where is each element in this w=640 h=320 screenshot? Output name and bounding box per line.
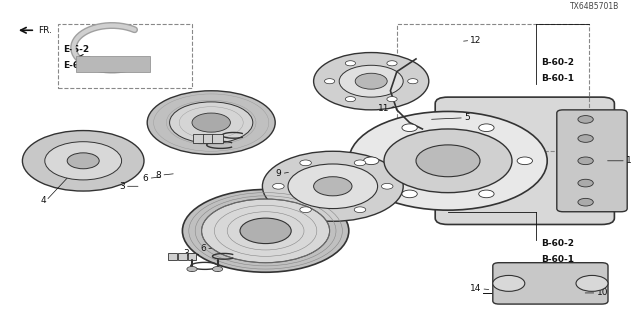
Circle shape bbox=[300, 207, 311, 212]
Circle shape bbox=[402, 190, 417, 198]
Bar bbox=[397, 24, 589, 151]
Text: FR.: FR. bbox=[38, 26, 52, 35]
Circle shape bbox=[416, 145, 480, 177]
Text: 9: 9 bbox=[276, 169, 282, 178]
Text: B-60-2: B-60-2 bbox=[541, 239, 574, 248]
Circle shape bbox=[578, 198, 593, 206]
Circle shape bbox=[300, 160, 312, 166]
Circle shape bbox=[578, 157, 593, 164]
Text: 3: 3 bbox=[183, 249, 189, 258]
Text: 7: 7 bbox=[349, 190, 355, 199]
Text: 3: 3 bbox=[119, 182, 125, 191]
FancyBboxPatch shape bbox=[493, 263, 608, 304]
Text: 1: 1 bbox=[626, 156, 632, 165]
Text: 6: 6 bbox=[200, 244, 206, 253]
Text: E-6-2: E-6-2 bbox=[63, 45, 89, 54]
Circle shape bbox=[479, 124, 494, 132]
Circle shape bbox=[67, 153, 99, 169]
Circle shape bbox=[240, 218, 291, 244]
Circle shape bbox=[381, 183, 393, 189]
Circle shape bbox=[346, 61, 356, 66]
Circle shape bbox=[364, 157, 379, 164]
Text: B-60-2: B-60-2 bbox=[541, 58, 574, 67]
Text: B-60-1: B-60-1 bbox=[541, 255, 574, 264]
Text: 12: 12 bbox=[470, 36, 482, 45]
Text: 5: 5 bbox=[464, 113, 470, 122]
Bar bbox=[178, 252, 187, 260]
Circle shape bbox=[212, 267, 223, 272]
Circle shape bbox=[288, 164, 378, 209]
Text: 6: 6 bbox=[143, 174, 148, 183]
FancyBboxPatch shape bbox=[557, 110, 627, 212]
Circle shape bbox=[192, 113, 230, 132]
Circle shape bbox=[349, 111, 547, 210]
Circle shape bbox=[187, 267, 197, 272]
Text: 4: 4 bbox=[40, 196, 46, 205]
Bar bbox=[76, 56, 150, 72]
Circle shape bbox=[273, 183, 284, 189]
Circle shape bbox=[387, 97, 397, 102]
Circle shape bbox=[202, 199, 330, 263]
Bar bbox=[188, 252, 196, 260]
Circle shape bbox=[355, 160, 366, 166]
Circle shape bbox=[402, 124, 417, 132]
Circle shape bbox=[355, 73, 387, 89]
Bar bbox=[193, 134, 204, 143]
Text: 10: 10 bbox=[596, 288, 608, 297]
Bar bbox=[203, 134, 213, 143]
Circle shape bbox=[170, 102, 253, 143]
Circle shape bbox=[578, 179, 593, 187]
Circle shape bbox=[517, 157, 532, 164]
Bar bbox=[212, 134, 223, 143]
Circle shape bbox=[314, 177, 352, 196]
Circle shape bbox=[576, 276, 608, 291]
Circle shape bbox=[578, 116, 593, 123]
Circle shape bbox=[324, 79, 335, 84]
Text: 8: 8 bbox=[209, 237, 214, 246]
Circle shape bbox=[22, 131, 144, 191]
FancyBboxPatch shape bbox=[435, 97, 614, 225]
Circle shape bbox=[262, 151, 403, 221]
Circle shape bbox=[479, 190, 494, 198]
Circle shape bbox=[387, 61, 397, 66]
Text: 14: 14 bbox=[470, 284, 481, 293]
Text: TX64B5701B: TX64B5701B bbox=[570, 2, 620, 11]
Circle shape bbox=[578, 135, 593, 142]
Text: 11: 11 bbox=[378, 104, 389, 113]
Circle shape bbox=[182, 189, 349, 272]
Text: E-6-1: E-6-1 bbox=[63, 61, 89, 70]
Circle shape bbox=[339, 65, 403, 97]
Circle shape bbox=[345, 97, 356, 102]
Text: B-60-1: B-60-1 bbox=[541, 74, 574, 83]
Circle shape bbox=[408, 79, 418, 84]
Bar bbox=[58, 24, 192, 88]
Circle shape bbox=[45, 142, 122, 180]
Circle shape bbox=[493, 276, 525, 291]
Circle shape bbox=[147, 91, 275, 155]
Text: 2: 2 bbox=[241, 218, 246, 228]
Circle shape bbox=[314, 52, 429, 110]
Bar bbox=[168, 252, 177, 260]
Text: 8: 8 bbox=[156, 171, 161, 180]
Circle shape bbox=[355, 207, 366, 212]
Circle shape bbox=[384, 129, 512, 193]
